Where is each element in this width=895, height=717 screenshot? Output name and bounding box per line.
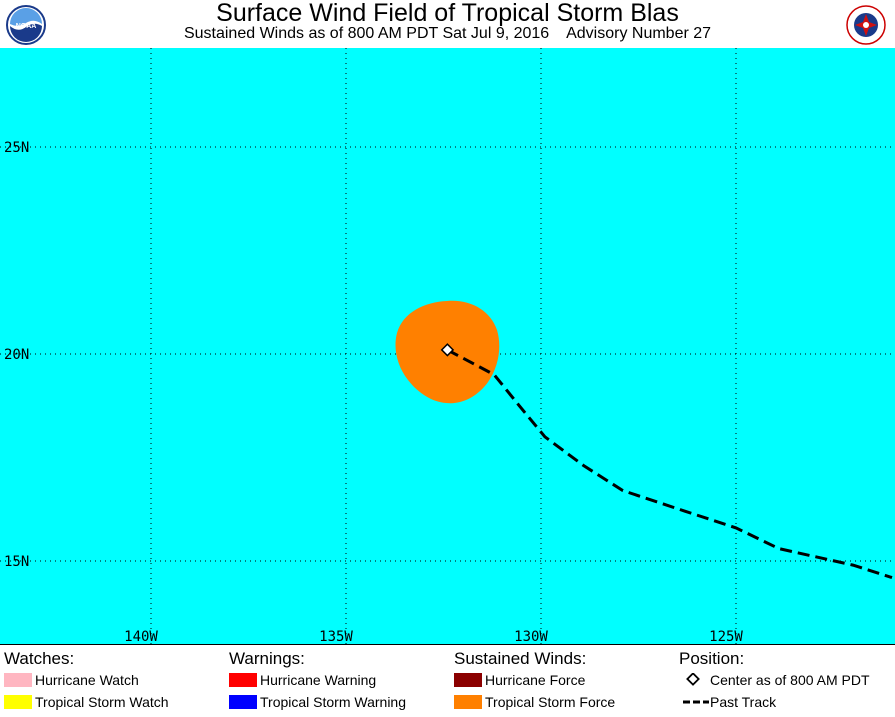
legend-watches-heading: Watches: bbox=[4, 649, 75, 668]
legend-past-track: Past Track bbox=[683, 693, 776, 711]
legend-hurricane-watch: Hurricane Watch bbox=[4, 671, 139, 689]
page-title: Surface Wind Field of Tropical Storm Bla… bbox=[216, 0, 679, 27]
legend-watches: Watches: bbox=[4, 649, 74, 669]
tropical-storm-warning-swatch bbox=[229, 695, 257, 709]
legend-tropical-storm-watch: Tropical Storm Watch bbox=[4, 693, 169, 711]
hurricane-warning-swatch bbox=[229, 673, 257, 687]
legend-tropical-storm-warning: Tropical Storm Warning bbox=[229, 693, 406, 711]
nws-logo bbox=[846, 5, 886, 45]
legend-warnings-heading: Warnings: bbox=[229, 649, 305, 668]
longitude-label: 140W bbox=[124, 629, 158, 644]
legend-tropical-storm-force: Tropical Storm Force bbox=[454, 693, 615, 711]
legend-center: Center as of 800 AM PDT bbox=[683, 671, 870, 689]
legend-position: Position: bbox=[679, 649, 744, 669]
legend-position-heading: Position: bbox=[679, 649, 745, 668]
noaa-logo: NOAA bbox=[6, 5, 46, 45]
latitude-labels: 25N 20N 15N bbox=[4, 140, 29, 570]
header: NOAA Surface Wind Field of Tropical Stor… bbox=[0, 0, 895, 48]
diamond-icon bbox=[686, 672, 700, 686]
dashed-line-icon bbox=[683, 700, 709, 704]
past-track-line bbox=[446, 348, 893, 580]
tropical-storm-watch-swatch bbox=[4, 695, 32, 709]
longitude-labels: 140W 135W 130W 125W bbox=[124, 629, 743, 644]
graticule bbox=[0, 48, 895, 644]
tropical-storm-force-swatch bbox=[454, 695, 482, 709]
legend-winds-heading: Sustained Winds: bbox=[454, 649, 587, 668]
hurricane-force-swatch bbox=[454, 673, 482, 687]
legend-winds: Sustained Winds: bbox=[454, 649, 586, 669]
latitude-label: 15N bbox=[4, 554, 29, 570]
legend-warnings: Warnings: bbox=[229, 649, 305, 669]
hurricane-watch-swatch bbox=[4, 673, 32, 687]
longitude-label: 125W bbox=[709, 629, 743, 644]
storm-center-diamond-icon bbox=[440, 343, 455, 357]
latitude-label: 20N bbox=[4, 347, 29, 363]
wind-field-map: 25N 20N 15N 140W 135W 130W 125W bbox=[0, 48, 895, 644]
svg-text:NOAA: NOAA bbox=[16, 23, 37, 30]
legend: Watches: Hurricane Watch Tropical Storm … bbox=[0, 644, 895, 717]
page-subtitle: Sustained Winds as of 800 AM PDT Sat Jul… bbox=[183, 25, 712, 42]
longitude-label: 135W bbox=[319, 629, 353, 644]
longitude-label: 130W bbox=[514, 629, 548, 644]
legend-hurricane-force: Hurricane Force bbox=[454, 671, 585, 689]
legend-hurricane-warning: Hurricane Warning bbox=[229, 671, 376, 689]
latitude-label: 25N bbox=[4, 140, 29, 156]
